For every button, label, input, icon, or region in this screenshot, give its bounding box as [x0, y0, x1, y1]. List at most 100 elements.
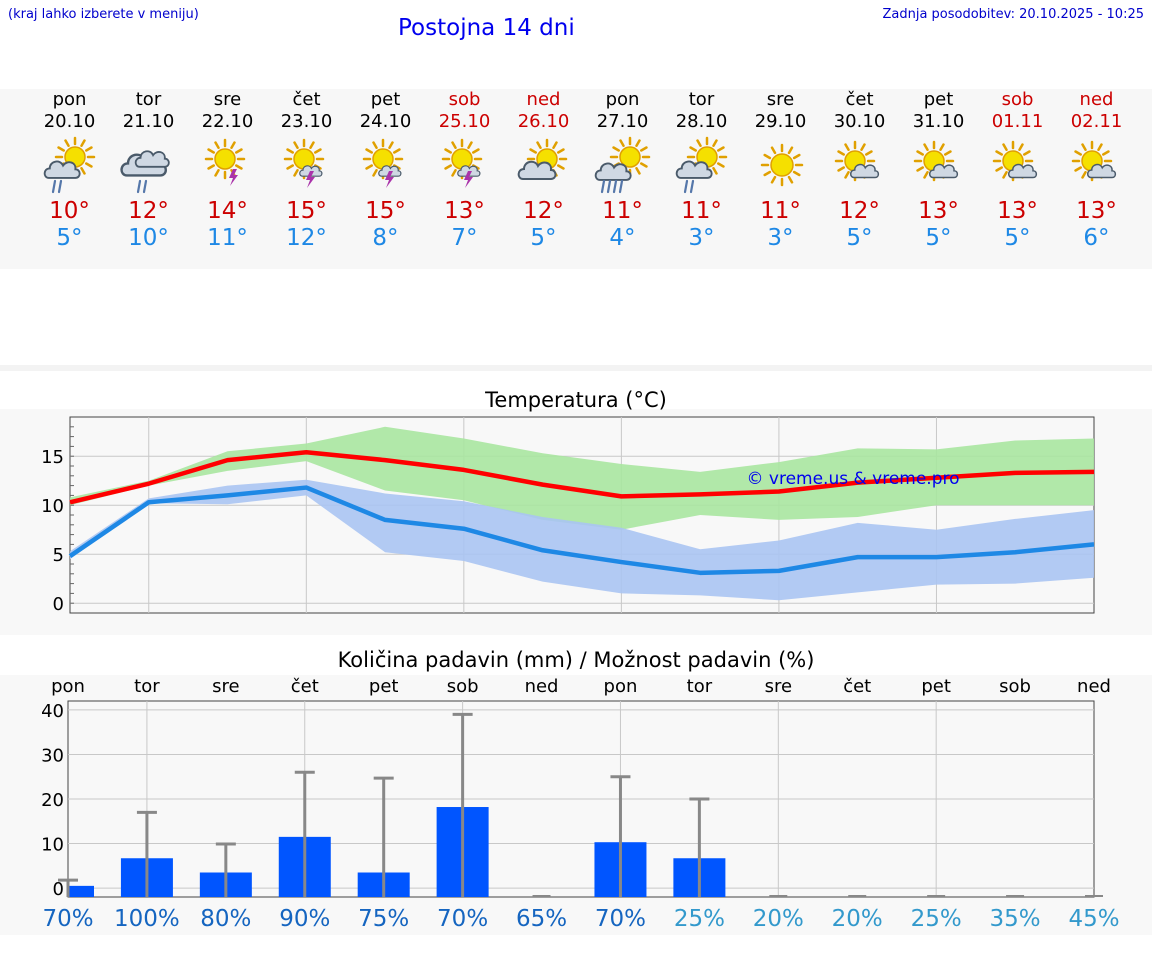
min-temperature: 5°	[530, 225, 557, 251]
min-temperature: 3°	[767, 225, 794, 251]
precipitation-probability: 90%	[279, 906, 330, 932]
sun-cloud-rain-icon	[662, 133, 741, 199]
precipitation-bar	[68, 885, 94, 897]
temperature-chart-title: Temperatura (°C)	[485, 388, 667, 412]
day-date: 30.10	[833, 111, 886, 132]
sun-small-cloud-icon	[1057, 133, 1136, 199]
sun-icon	[741, 133, 820, 199]
day-name: ned	[526, 89, 561, 110]
day-label: ned	[525, 676, 559, 697]
y-tick-label: 0	[53, 879, 64, 900]
max-temperature: 13°	[444, 198, 485, 224]
temperature-chart: 0 5 10 15 © vreme.us & vreme.pro	[41, 416, 1095, 615]
day-label: čet	[843, 676, 871, 697]
max-temperature: 13°	[997, 198, 1038, 224]
sun-cloud-thunder-icon	[425, 133, 504, 199]
day-column: sre 22.10 14° 11°	[188, 89, 267, 252]
day-name: sob	[448, 89, 481, 110]
y-tick-label: 10	[41, 835, 64, 856]
day-column: pet 31.10 13° 5°	[899, 89, 978, 252]
day-date: 02.11	[1070, 111, 1123, 132]
day-date: 26.10	[517, 111, 570, 132]
day-column: pet 24.10 15° 8°	[346, 89, 425, 252]
y-tick-label: 30	[41, 745, 64, 766]
min-temperature: 5°	[925, 225, 952, 251]
day-date: 28.10	[675, 111, 728, 132]
max-temperature: 13°	[918, 198, 959, 224]
sun-small-cloud-icon	[820, 133, 899, 199]
min-temperature: 7°	[451, 225, 478, 251]
precipitation-probability: 65%	[516, 906, 567, 932]
sun-small-cloud-icon	[899, 133, 978, 199]
precipitation-probability: 70%	[42, 906, 93, 932]
y-tick-label: 20	[41, 790, 64, 811]
precipitation-chart-title: Količina padavin (mm) / Možnost padavin …	[337, 648, 815, 672]
max-temperature: 15°	[365, 198, 406, 224]
precipitation-probability: 45%	[1068, 906, 1119, 932]
day-name: pet	[923, 89, 954, 110]
day-name: ned	[1079, 89, 1114, 110]
sun-thunder-icon	[188, 133, 267, 199]
max-temperature: 14°	[207, 198, 248, 224]
day-column: čet 23.10 15° 12°	[267, 89, 346, 252]
location-hint: (kraj lahko izberete v meniju)	[8, 7, 199, 22]
sun-cloud-icon	[504, 133, 583, 199]
day-label: pon	[604, 676, 638, 697]
day-name: pet	[370, 89, 401, 110]
day-column: sob 01.11 13° 5°	[978, 89, 1057, 252]
min-temperature: 8°	[372, 225, 399, 251]
min-temperature: 3°	[688, 225, 715, 251]
max-temperature: 11°	[602, 198, 643, 224]
max-temperature: 13°	[1076, 198, 1117, 224]
precipitation-probability: 20%	[832, 906, 883, 932]
day-label: ned	[1077, 676, 1111, 697]
y-tick-label: 5	[53, 545, 64, 566]
max-temperature: 10°	[49, 198, 90, 224]
precipitation-probability: 100%	[114, 906, 180, 932]
day-date: 29.10	[754, 111, 807, 132]
day-name: pon	[605, 89, 640, 110]
day-column: sre 29.10 11° 3°	[741, 89, 820, 252]
max-temperature: 12°	[128, 198, 169, 224]
min-temperature: 4°	[609, 225, 636, 251]
min-temperature: 10°	[128, 225, 169, 251]
precipitation-probability: 75%	[358, 906, 409, 932]
precipitation-probability: 20%	[753, 906, 804, 932]
precipitation-probability: 70%	[595, 906, 646, 932]
min-temperature: 6°	[1083, 225, 1110, 251]
day-date: 21.10	[122, 111, 175, 132]
sun-cloud-heavy-rain-icon	[583, 133, 662, 199]
y-tick-label: 10	[41, 496, 64, 517]
day-column: pon 27.10 11° 4°	[583, 89, 662, 252]
max-temperature: 11°	[760, 198, 801, 224]
day-label: pet	[921, 676, 951, 697]
section-divider	[0, 365, 1152, 371]
day-column: ned 26.10 12° 5°	[504, 89, 583, 252]
day-name: sre	[766, 89, 795, 110]
day-column: tor 28.10 11° 3°	[662, 89, 741, 252]
min-temperature: 11°	[207, 225, 248, 251]
cloud-rain-icon	[109, 133, 188, 199]
min-temperature-range-band	[70, 479, 1094, 601]
day-column: tor 21.10 12° 10°	[109, 89, 188, 252]
day-label: pet	[369, 676, 399, 697]
day-date: 24.10	[359, 111, 412, 132]
precipitation-probability: 25%	[911, 906, 962, 932]
max-temperature-line	[69, 450, 1095, 505]
day-label: sre	[212, 676, 239, 697]
precipitation-probability: 70%	[437, 906, 488, 932]
day-date: 01.11	[991, 111, 1044, 132]
page-title: Postojna 14 dni	[398, 15, 575, 41]
day-date: 22.10	[201, 111, 254, 132]
max-temperature: 12°	[839, 198, 880, 224]
max-temperature: 15°	[286, 198, 327, 224]
day-date: 20.10	[43, 111, 96, 132]
day-name: tor	[135, 89, 162, 110]
day-column: sob 25.10 13° 7°	[425, 89, 504, 252]
sun-cloud-thunder-icon	[267, 133, 346, 199]
min-temperature: 5°	[1004, 225, 1031, 251]
precipitation-probability: 35%	[990, 906, 1041, 932]
day-name: tor	[688, 89, 715, 110]
day-name: pon	[52, 89, 87, 110]
day-label: tor	[687, 676, 713, 697]
